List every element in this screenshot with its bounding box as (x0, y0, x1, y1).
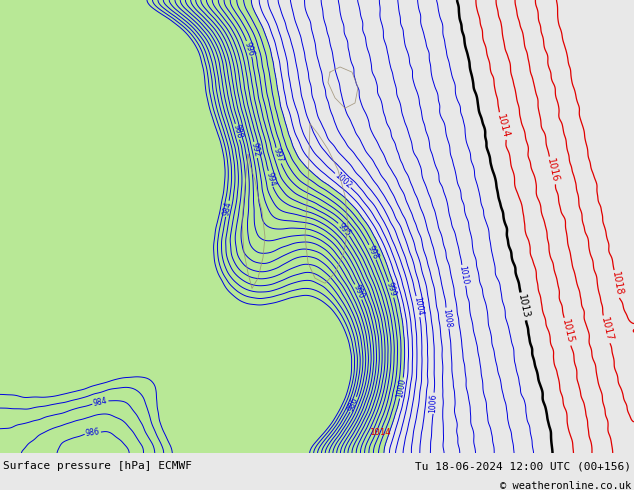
Text: Tu 18-06-2024 12:00 UTC (00+156): Tu 18-06-2024 12:00 UTC (00+156) (415, 461, 631, 471)
Text: 1010: 1010 (458, 265, 470, 286)
Text: 984: 984 (221, 201, 233, 217)
Text: 1014: 1014 (495, 113, 510, 139)
Text: 1015: 1015 (560, 318, 575, 345)
Text: 997: 997 (272, 147, 285, 164)
Text: 1016: 1016 (545, 157, 560, 183)
Text: 1017: 1017 (598, 316, 614, 343)
Text: 1006: 1006 (429, 393, 439, 413)
Text: Surface pressure [hPa] ECMWF: Surface pressure [hPa] ECMWF (3, 461, 192, 471)
Text: 999: 999 (385, 281, 398, 298)
Text: 990: 990 (351, 283, 365, 300)
Text: 1008: 1008 (442, 308, 453, 328)
Text: 1004: 1004 (412, 296, 424, 317)
Text: 1002: 1002 (333, 171, 353, 191)
Text: 994: 994 (264, 171, 277, 187)
Text: 996: 996 (243, 41, 256, 57)
Text: 995: 995 (335, 221, 352, 238)
Text: © weatheronline.co.uk: © weatheronline.co.uk (500, 481, 631, 490)
Text: 998: 998 (365, 244, 380, 261)
Text: 988: 988 (231, 123, 243, 140)
Text: 1000: 1000 (396, 378, 408, 398)
Text: 1014: 1014 (370, 428, 392, 437)
Text: 986: 986 (85, 427, 101, 438)
Text: 1013: 1013 (516, 294, 531, 319)
Text: 984: 984 (93, 396, 108, 408)
Text: 1018: 1018 (610, 271, 624, 297)
Text: 986: 986 (346, 396, 360, 413)
Text: 992: 992 (250, 142, 261, 158)
